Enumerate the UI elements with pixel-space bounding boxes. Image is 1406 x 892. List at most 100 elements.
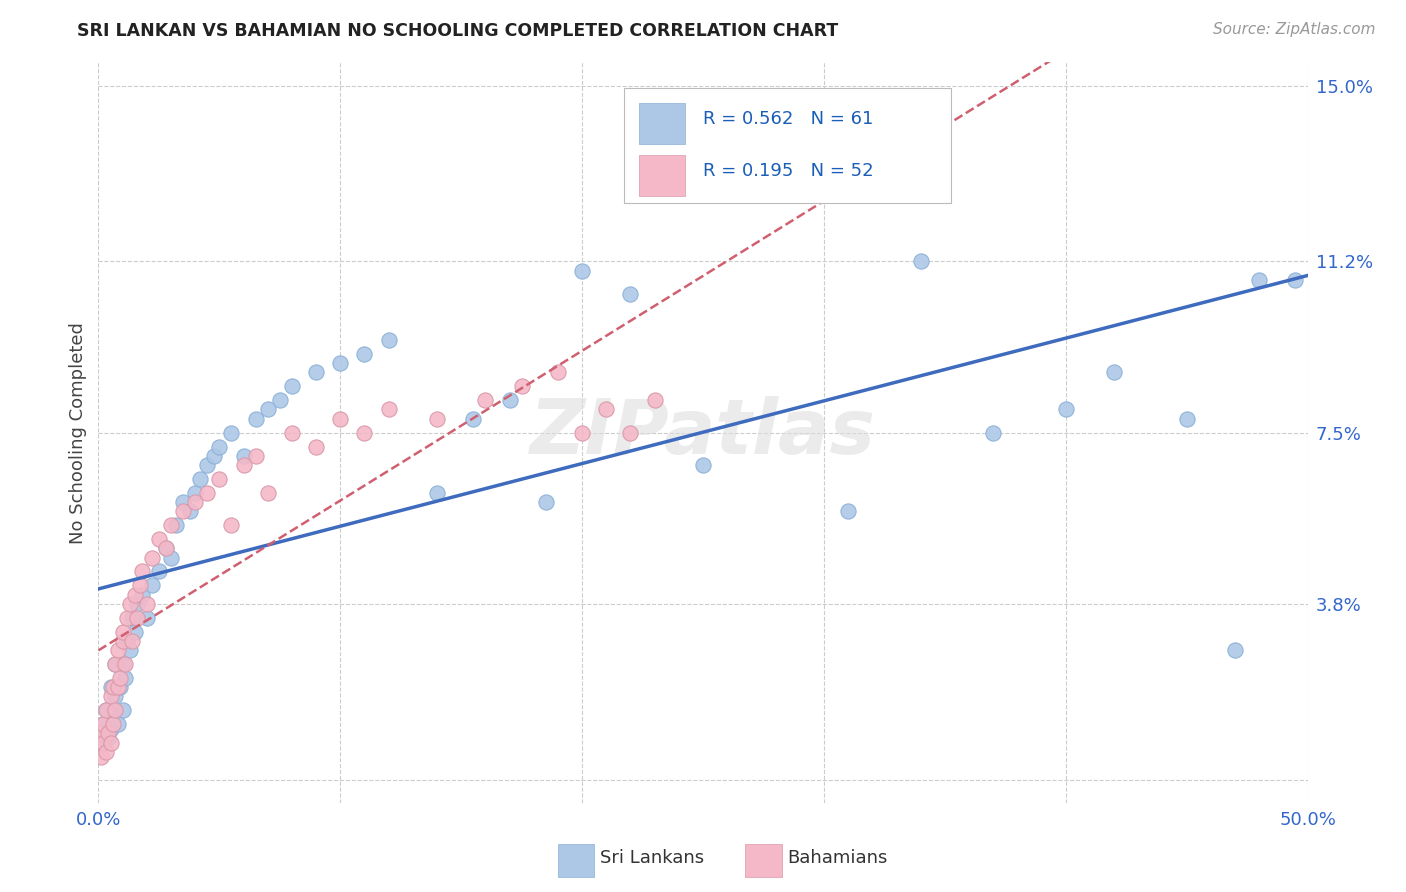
Point [121, 633, 143, 648]
Point [111, 633, 134, 648]
Point [474, 393, 496, 408]
FancyBboxPatch shape [624, 88, 950, 203]
Point [353, 425, 375, 440]
Point [160, 550, 183, 565]
Point [245, 449, 267, 463]
Point [94, 703, 117, 717]
Point [353, 347, 375, 361]
Point [124, 588, 146, 602]
Point [837, 504, 859, 518]
Point [111, 703, 134, 717]
Point [148, 532, 170, 546]
Text: R = 0.195   N = 52: R = 0.195 N = 52 [703, 162, 873, 180]
Point [108, 680, 131, 694]
Point [571, 425, 593, 440]
Point [97, 726, 120, 740]
Point [107, 643, 129, 657]
Point [692, 458, 714, 472]
Point [245, 411, 267, 425]
Point [534, 495, 557, 509]
Point [1102, 366, 1125, 380]
Point [94, 726, 117, 740]
Point [114, 657, 136, 671]
Point [377, 402, 399, 417]
Bar [638, 155, 685, 195]
Point [184, 485, 207, 500]
Point [619, 425, 641, 440]
Point [127, 597, 149, 611]
Bar [638, 103, 685, 144]
Text: SRI LANKAN VS BAHAMIAN NO SCHOOLING COMPLETED CORRELATION CHART: SRI LANKAN VS BAHAMIAN NO SCHOOLING COMP… [77, 22, 838, 40]
Point [188, 472, 211, 486]
Point [111, 657, 134, 671]
Point [90, 749, 112, 764]
Point [281, 379, 304, 393]
Point [117, 610, 139, 624]
Point [100, 736, 122, 750]
Point [329, 356, 352, 370]
Point [135, 597, 157, 611]
Point [256, 485, 278, 500]
Point [131, 565, 153, 579]
Point [195, 458, 218, 472]
Point [104, 703, 127, 717]
Point [108, 671, 131, 685]
Point [510, 379, 533, 393]
Point [232, 458, 254, 472]
Point [104, 657, 127, 671]
Point [329, 411, 352, 425]
Point [121, 610, 143, 624]
Point [221, 518, 243, 533]
Point [195, 485, 218, 500]
Point [165, 518, 187, 533]
Point [172, 504, 194, 518]
Text: ZIPatlas: ZIPatlas [530, 396, 876, 469]
Point [107, 717, 129, 731]
Point [141, 578, 163, 592]
Point [107, 680, 129, 694]
Point [141, 550, 163, 565]
Point [208, 440, 231, 454]
Point [100, 722, 122, 736]
Point [1223, 643, 1246, 657]
Point [104, 690, 127, 704]
Point [981, 425, 1004, 440]
Point [208, 472, 231, 486]
Point [1054, 402, 1077, 417]
Point [160, 518, 183, 533]
Point [135, 610, 157, 624]
Point [1249, 273, 1271, 287]
Point [94, 745, 117, 759]
Point [118, 597, 141, 611]
Point [644, 393, 666, 408]
Point [97, 731, 120, 745]
Point [90, 726, 112, 740]
Text: R = 0.562   N = 61: R = 0.562 N = 61 [703, 111, 873, 128]
Point [124, 624, 146, 639]
Point [184, 495, 207, 509]
Y-axis label: No Schooling Completed: No Schooling Completed [69, 322, 87, 543]
Point [91, 736, 114, 750]
Point [111, 624, 134, 639]
Point [100, 680, 122, 694]
Point [426, 485, 449, 500]
Point [765, 171, 787, 186]
Text: Source: ZipAtlas.com: Source: ZipAtlas.com [1212, 22, 1375, 37]
Point [101, 703, 124, 717]
Point [101, 717, 124, 731]
Point [377, 333, 399, 347]
Point [547, 366, 569, 380]
Point [172, 495, 194, 509]
Text: Bahamians: Bahamians [787, 849, 889, 867]
Point [128, 578, 150, 592]
Point [910, 254, 932, 268]
Point [155, 541, 177, 556]
Point [571, 263, 593, 277]
Text: Sri Lankans: Sri Lankans [600, 849, 704, 867]
Point [305, 366, 328, 380]
Point [498, 393, 520, 408]
Point [90, 736, 112, 750]
Point [232, 449, 254, 463]
Point [148, 565, 170, 579]
Point [426, 411, 449, 425]
